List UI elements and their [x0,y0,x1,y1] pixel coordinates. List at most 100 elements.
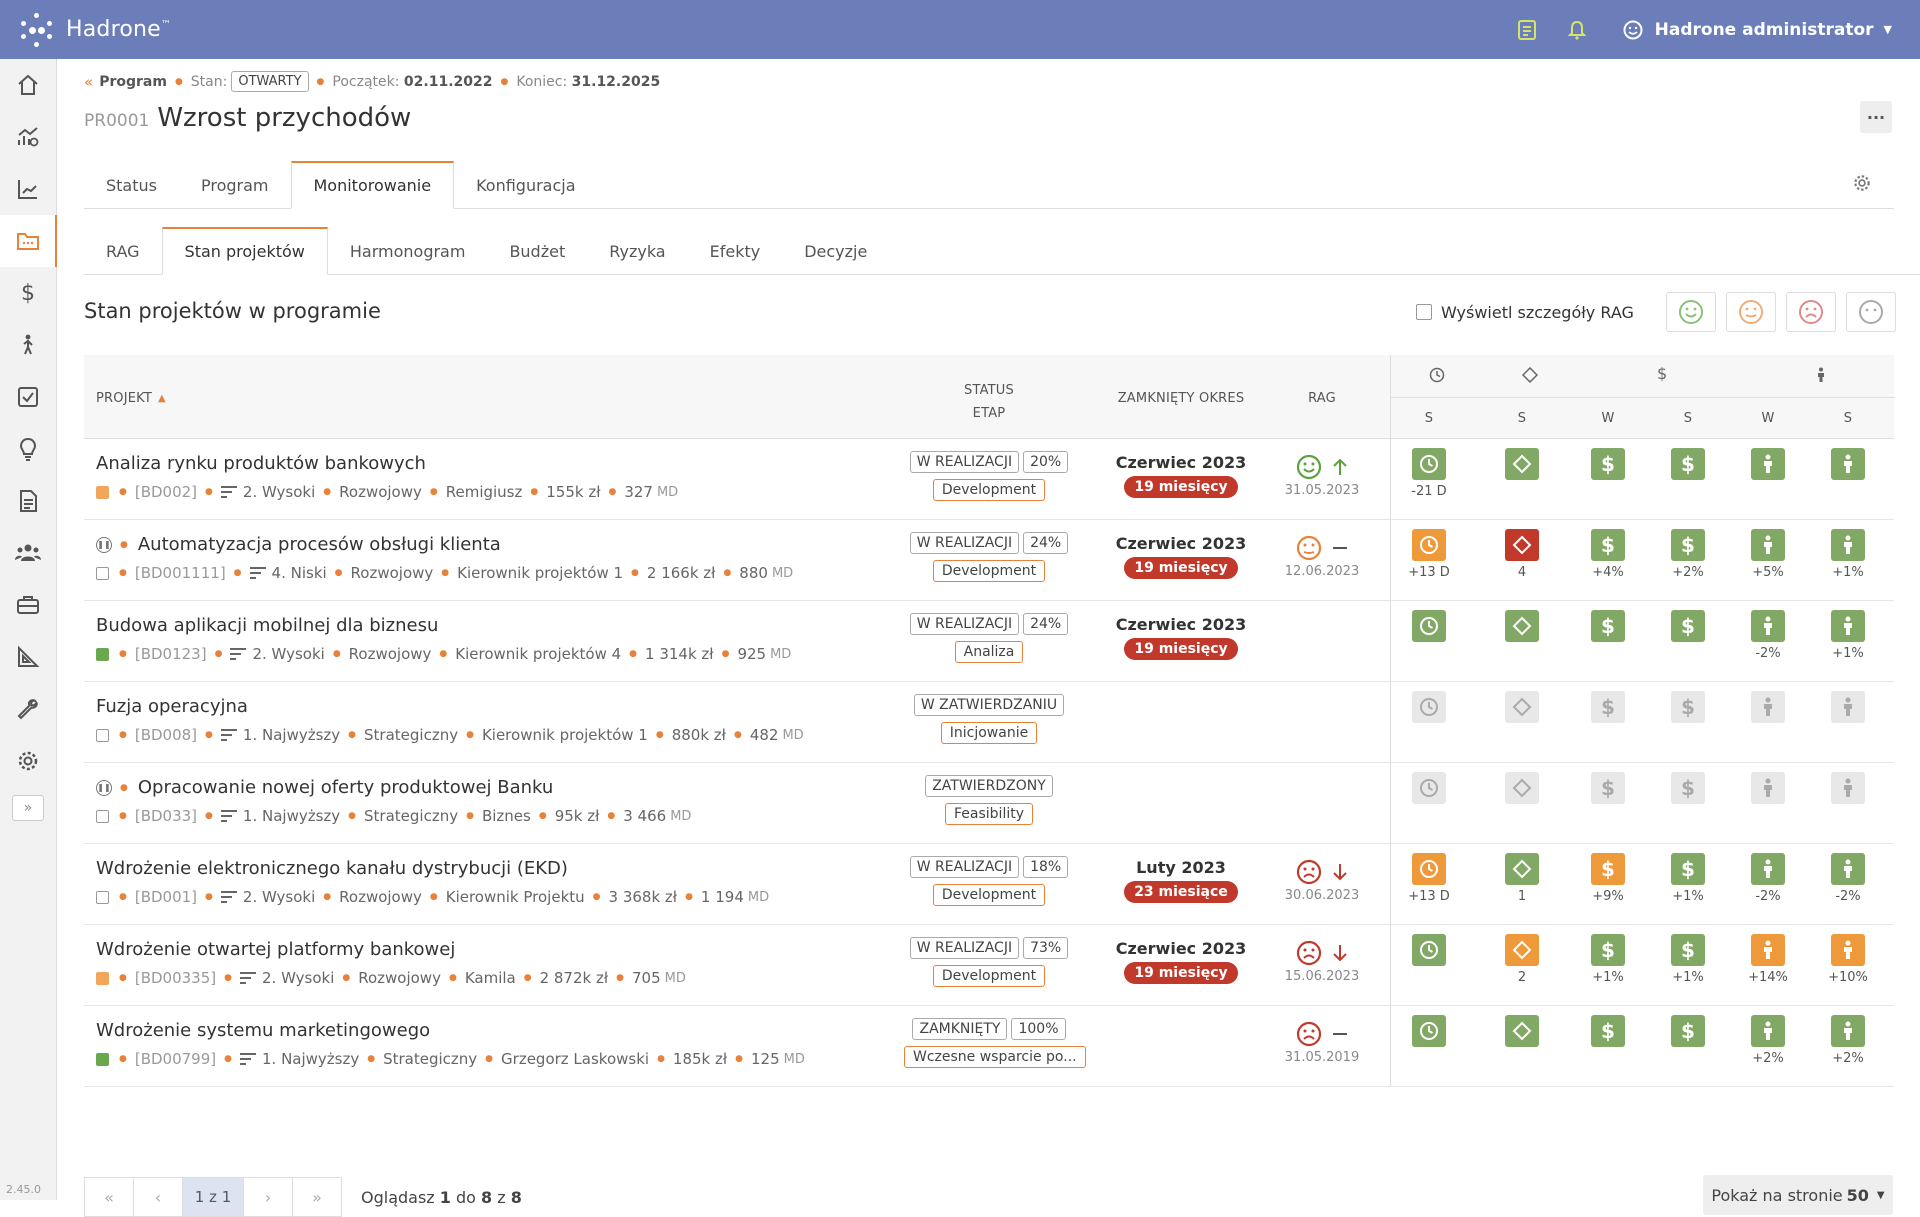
sidebar-analytics-icon[interactable] [0,111,56,163]
sidebar-expand-button[interactable]: » [12,795,44,821]
sidebar-gear-icon[interactable] [0,735,56,787]
table-row[interactable]: ❚❚ ● Opracowanie nowej oferty produktowej … [84,763,1894,844]
kpi-person-icon[interactable] [1831,691,1865,723]
kpi-diamond-icon[interactable] [1505,610,1539,642]
brand[interactable]: Hadrone™ [0,11,171,49]
header-project[interactable]: PROJEKT ▲ [96,391,166,406]
kpi-dollar-icon[interactable]: $ [1671,529,1705,561]
kpi-person-icon[interactable] [1751,934,1785,966]
table-row[interactable]: Wdrożenie otwartej platformy bankowej ● [B… [84,925,1894,1006]
kpi-clock-icon[interactable] [1412,772,1446,804]
kpi-dollar-icon[interactable]: $ [1671,934,1705,966]
kpi-diamond-icon[interactable] [1505,529,1539,561]
subtab-ryzyka[interactable]: Ryzyka [609,241,666,261]
kpi-diamond-icon[interactable] [1505,772,1539,804]
sidebar-team-icon[interactable] [0,527,56,579]
kpi-person-icon[interactable] [1751,529,1785,561]
sidebar-chart-icon[interactable] [0,163,56,215]
back-chevrons-icon[interactable]: « [84,72,94,91]
kpi-diamond-icon[interactable] [1505,853,1539,885]
report-icon[interactable] [1515,18,1539,42]
subtab-harmonogram[interactable]: Harmonogram [349,241,466,261]
project-name[interactable]: Wdrożenie systemu marketingowego [96,1020,431,1041]
rag-amber-filter-button[interactable] [1725,292,1776,332]
kpi-person-icon[interactable] [1831,772,1865,804]
subtab-stan-projektów[interactable]: Stan projektów [161,227,328,275]
table-row[interactable]: Analiza rynku produktów bankowych ● [BD002… [84,439,1894,520]
user-menu[interactable]: Hadrone administrator ▼ [1623,20,1892,40]
kpi-dollar-icon[interactable]: $ [1591,610,1625,642]
sidebar-person-icon[interactable] [0,319,56,371]
table-row[interactable]: Fuzja operacyjna ● [BD008] ● 1. Najwyższy ● St… [84,682,1894,763]
kpi-dollar-icon[interactable]: $ [1591,934,1625,966]
kpi-diamond-icon[interactable] [1505,448,1539,480]
kpi-dollar-icon[interactable]: $ [1671,448,1705,480]
kpi-dollar-icon[interactable]: $ [1591,448,1625,480]
kpi-clock-icon[interactable] [1412,691,1446,723]
project-name[interactable]: ❚❚ ● Automatyzacja procesów obsługi klient… [96,534,501,555]
sidebar-dollar-icon[interactable]: $ [21,280,35,306]
subtab-efekty[interactable]: Efekty [709,241,761,261]
current-page[interactable]: 1 z 1 [182,1177,244,1217]
sidebar-wrench-icon[interactable] [0,683,56,735]
kpi-clock-icon[interactable] [1412,529,1446,561]
kpi-diamond-icon[interactable] [1505,1015,1539,1047]
kpi-dollar-icon[interactable]: $ [1591,772,1625,804]
rag-green-filter-button[interactable] [1665,292,1716,332]
kpi-person-icon[interactable] [1831,853,1865,885]
subtab-decyzje[interactable]: Decyzje [804,241,868,261]
tab-program[interactable]: Program [200,175,269,195]
kpi-person-icon[interactable] [1831,448,1865,480]
first-page-button[interactable]: « [84,1177,134,1217]
rag-none-filter-button[interactable] [1845,292,1896,332]
kpi-dollar-icon[interactable]: $ [1671,610,1705,642]
prev-page-button[interactable]: ‹ [133,1177,183,1217]
rag-red-filter-button[interactable] [1785,292,1836,332]
sidebar-briefcase-icon[interactable] [0,579,56,631]
kpi-person-icon[interactable] [1831,610,1865,642]
kpi-diamond-icon[interactable] [1505,934,1539,966]
project-name[interactable]: Budowa aplikacji mobilnej dla biznesu [96,615,439,636]
sidebar-ruler-icon[interactable] [0,631,56,683]
sidebar-document-icon[interactable] [0,475,56,527]
kpi-dollar-icon[interactable]: $ [1671,853,1705,885]
more-options-button[interactable]: ··· [1860,101,1892,133]
kpi-person-icon[interactable] [1831,529,1865,561]
kpi-clock-icon[interactable] [1412,610,1446,642]
sidebar-lightbulb-icon[interactable] [0,423,56,475]
kpi-diamond-icon[interactable] [1505,691,1539,723]
bell-icon[interactable] [1565,18,1589,42]
last-page-button[interactable]: » [292,1177,342,1217]
project-name[interactable]: Analiza rynku produktów bankowych [96,453,426,474]
table-row[interactable]: Budowa aplikacji mobilnej dla biznesu ● [B… [84,601,1894,682]
kpi-person-icon[interactable] [1751,853,1785,885]
kpi-dollar-icon[interactable]: $ [1591,691,1625,723]
tab-status[interactable]: Status [106,175,157,195]
kpi-dollar-icon[interactable]: $ [1671,1015,1705,1047]
kpi-clock-icon[interactable] [1412,853,1446,885]
sidebar-home-icon[interactable] [0,59,56,111]
kpi-person-icon[interactable] [1751,691,1785,723]
subtab-budżet[interactable]: Budżet [509,241,566,261]
project-name[interactable]: ❚❚ ● Opracowanie nowej oferty produktowej … [96,777,554,798]
next-page-button[interactable]: › [243,1177,293,1217]
kpi-person-icon[interactable] [1751,448,1785,480]
settings-gear-icon[interactable] [1852,173,1872,197]
kpi-clock-icon[interactable] [1412,1015,1446,1047]
project-name[interactable]: Wdrożenie elektronicznego kanału dystryb… [96,858,568,879]
per-page-select[interactable]: Pokaż na stronie 50 ▼ [1703,1175,1893,1215]
kpi-dollar-icon[interactable]: $ [1671,691,1705,723]
sidebar-checkbox-icon[interactable] [0,371,56,423]
kpi-clock-icon[interactable] [1412,448,1446,480]
kpi-dollar-icon[interactable]: $ [1591,1015,1625,1047]
breadcrumb-program-link[interactable]: Program [99,73,167,90]
project-name[interactable]: Wdrożenie otwartej platformy bankowej [96,939,456,960]
tab-konfiguracja[interactable]: Konfiguracja [476,175,576,195]
table-row[interactable]: ❚❚ ● Automatyzacja procesów obsługi klient… [84,520,1894,601]
kpi-clock-icon[interactable] [1412,934,1446,966]
kpi-person-icon[interactable] [1831,934,1865,966]
kpi-person-icon[interactable] [1751,772,1785,804]
subtab-rag[interactable]: RAG [106,241,140,261]
sidebar-folder-icon[interactable] [0,215,57,267]
kpi-person-icon[interactable] [1751,610,1785,642]
